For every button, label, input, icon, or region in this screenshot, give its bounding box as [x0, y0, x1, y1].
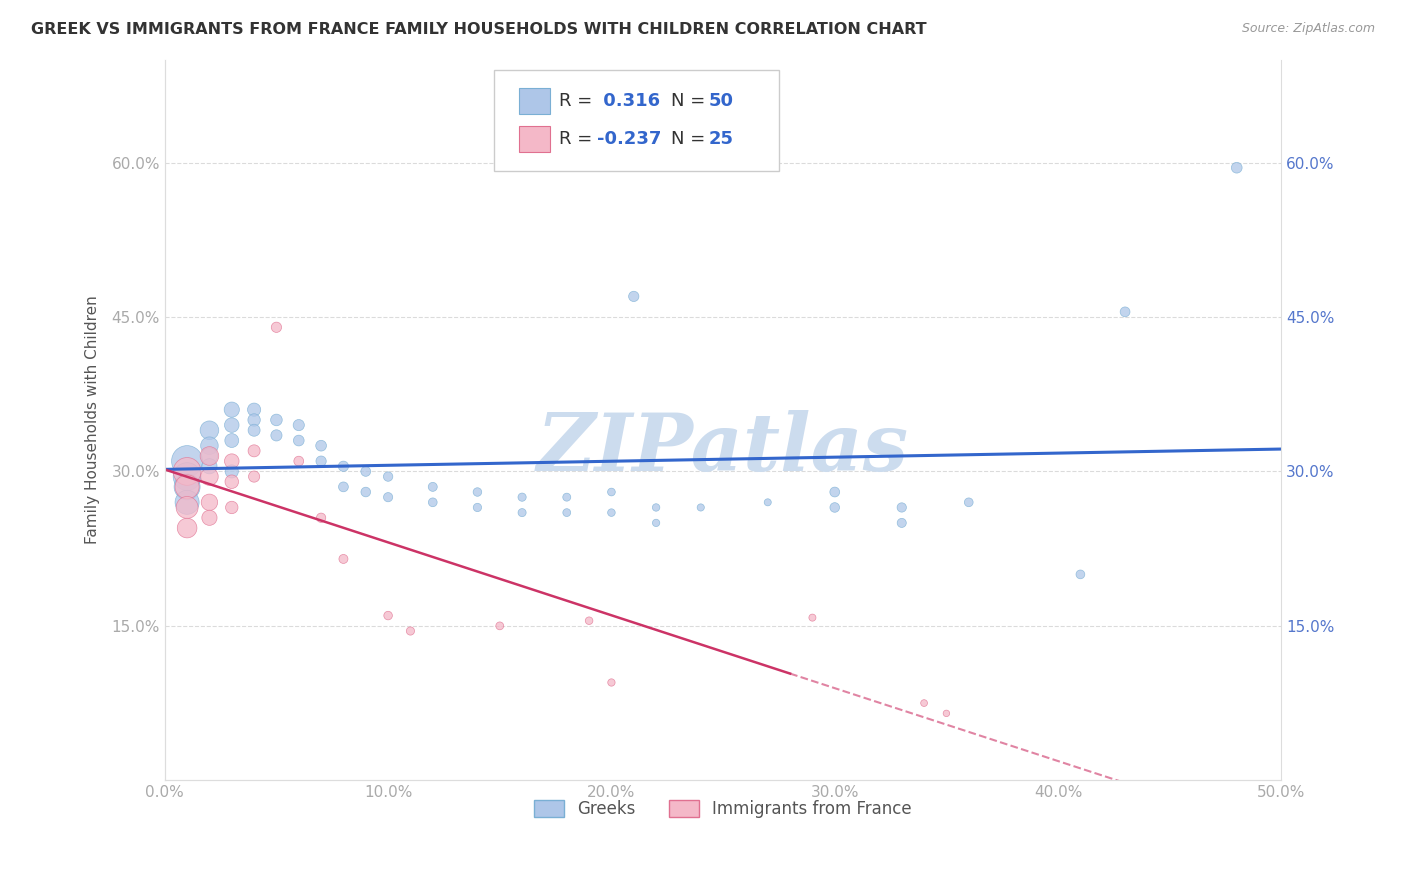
Point — [890, 500, 912, 515]
Point — [221, 465, 243, 479]
Point — [1114, 305, 1136, 319]
Point — [221, 418, 243, 433]
Point — [176, 521, 198, 535]
Y-axis label: Family Households with Children: Family Households with Children — [86, 295, 100, 544]
Text: ZIPatlas: ZIPatlas — [537, 410, 910, 488]
Point — [266, 428, 288, 442]
Point — [332, 480, 354, 494]
Point — [756, 495, 779, 509]
Point — [555, 490, 578, 504]
Point — [198, 510, 221, 524]
Point — [243, 402, 266, 417]
Text: N =: N = — [671, 92, 710, 110]
Point — [243, 413, 266, 427]
Point — [422, 480, 444, 494]
Point — [198, 459, 221, 474]
Text: 25: 25 — [709, 130, 734, 148]
Point — [578, 614, 600, 628]
Point — [243, 469, 266, 483]
Point — [198, 469, 221, 483]
Point — [890, 516, 912, 530]
Point — [221, 475, 243, 489]
Point — [600, 675, 623, 690]
Point — [354, 485, 377, 500]
Point — [399, 624, 422, 638]
Point — [912, 696, 935, 710]
Point — [422, 495, 444, 509]
FancyBboxPatch shape — [519, 87, 550, 113]
Point — [600, 506, 623, 520]
Point — [198, 423, 221, 437]
Point — [467, 500, 489, 515]
Point — [198, 449, 221, 463]
Point — [332, 459, 354, 474]
Point — [645, 516, 668, 530]
Point — [221, 402, 243, 417]
Point — [266, 413, 288, 427]
Point — [957, 495, 980, 509]
Point — [176, 469, 198, 483]
Text: Source: ZipAtlas.com: Source: ZipAtlas.com — [1241, 22, 1375, 36]
Text: 0.316: 0.316 — [598, 92, 659, 110]
Point — [243, 443, 266, 458]
Point — [555, 506, 578, 520]
Text: GREEK VS IMMIGRANTS FROM FRANCE FAMILY HOUSEHOLDS WITH CHILDREN CORRELATION CHAR: GREEK VS IMMIGRANTS FROM FRANCE FAMILY H… — [31, 22, 927, 37]
Point — [287, 434, 309, 448]
Point — [309, 510, 332, 524]
FancyBboxPatch shape — [494, 70, 779, 171]
Point — [176, 495, 198, 509]
Point — [801, 610, 824, 624]
FancyBboxPatch shape — [519, 126, 550, 152]
Point — [377, 469, 399, 483]
Point — [309, 454, 332, 468]
Point — [221, 434, 243, 448]
Point — [1226, 161, 1249, 175]
Point — [600, 485, 623, 500]
Point — [176, 500, 198, 515]
Point — [221, 454, 243, 468]
Point — [935, 706, 957, 721]
Point — [221, 500, 243, 515]
Point — [377, 490, 399, 504]
Point — [689, 500, 711, 515]
Point — [176, 480, 198, 494]
Point — [198, 495, 221, 509]
Point — [287, 454, 309, 468]
Point — [266, 320, 288, 334]
Point — [467, 485, 489, 500]
Point — [309, 439, 332, 453]
Text: N =: N = — [671, 130, 710, 148]
Point — [1069, 567, 1091, 582]
Text: R =: R = — [560, 130, 598, 148]
Point — [824, 485, 846, 500]
Point — [488, 619, 510, 633]
Point — [354, 465, 377, 479]
Point — [510, 490, 533, 504]
Point — [645, 500, 668, 515]
Point — [176, 480, 198, 494]
Point — [332, 552, 354, 566]
Point — [198, 449, 221, 463]
Point — [377, 608, 399, 623]
Point — [176, 454, 198, 468]
Point — [623, 289, 645, 303]
Point — [243, 423, 266, 437]
Point — [198, 439, 221, 453]
Point — [287, 418, 309, 433]
Point — [824, 500, 846, 515]
Legend: Greeks, Immigrants from France: Greeks, Immigrants from France — [526, 791, 921, 826]
Point — [176, 465, 198, 479]
Text: R =: R = — [560, 92, 598, 110]
Text: -0.237: -0.237 — [598, 130, 661, 148]
Point — [510, 506, 533, 520]
Text: 50: 50 — [709, 92, 734, 110]
